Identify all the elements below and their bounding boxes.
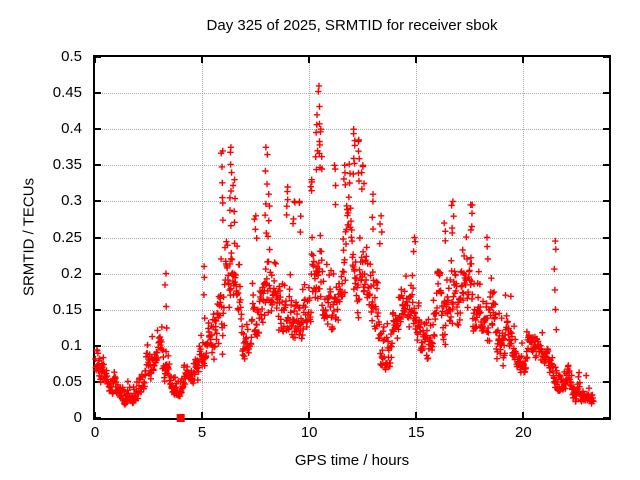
y-gridline (95, 309, 609, 311)
y-tick-right (603, 344, 609, 347)
y-tick-label: 0.4 (61, 120, 82, 138)
y-tick-right (603, 417, 609, 419)
x-tick-bottom (308, 412, 311, 418)
x-tick-bottom (201, 412, 204, 418)
x-tick-top (94, 57, 96, 63)
y-tick-right (603, 200, 609, 203)
y-tick-label: 0.35 (52, 156, 82, 174)
y-tick-label: 0.15 (52, 300, 82, 318)
y-tick-label: 0.25 (52, 228, 82, 246)
y-tick-label: 0.3 (61, 192, 82, 210)
y-tick-right (603, 308, 609, 311)
y-tick-label: 0.1 (61, 336, 82, 354)
y-tick-left (95, 308, 101, 311)
y-tick-label: 0 (73, 409, 82, 426)
y-gridline (95, 93, 609, 95)
y-tick-right (603, 92, 609, 95)
y-tick-left (95, 417, 101, 419)
x-tick-label: 10 (300, 424, 318, 441)
plot-area (92, 55, 611, 422)
y-gridline (95, 273, 609, 275)
y-tick-label: 0.2 (61, 264, 82, 282)
y-gridline (95, 201, 609, 203)
x-tick-bottom (415, 412, 418, 418)
x-axis-title: GPS time / hours (294, 452, 410, 469)
y-tick-right (603, 380, 609, 383)
x-tick-top (415, 57, 418, 63)
x-tick-top (308, 57, 311, 63)
y-gridline (95, 165, 609, 167)
y-gridline (95, 381, 609, 383)
y-tick-label: 0.45 (52, 84, 82, 102)
y-tick-right (603, 128, 609, 131)
x-tick-label: 15 (407, 424, 425, 441)
y-gridline (95, 345, 609, 347)
x-tick-top (522, 57, 525, 63)
y-tick-label: 0.5 (61, 48, 82, 65)
gap-marker (176, 414, 185, 422)
y-tick-left (95, 56, 101, 58)
y-tick-left (95, 344, 101, 347)
x-tick-label: 20 (514, 424, 532, 441)
y-tick-right (603, 56, 609, 58)
x-tick-bottom (522, 412, 525, 418)
y-tick-left (95, 92, 101, 95)
y-tick-left (95, 236, 101, 239)
scatter-marks (92, 82, 597, 408)
y-tick-right (603, 164, 609, 167)
x-tick-top (201, 57, 204, 63)
y-tick-right (603, 236, 609, 239)
chart-title: Day 325 of 2025, SRMTID for receiver sbo… (206, 17, 498, 34)
y-tick-label: 0.05 (52, 372, 82, 390)
x-tick-label: 5 (197, 424, 207, 441)
x-tick-label: 0 (90, 424, 100, 441)
x-tick-bottom (94, 412, 96, 418)
y-tick-left (95, 272, 101, 275)
y-tick-left (95, 128, 101, 131)
y-tick-left (95, 200, 101, 203)
y-tick-left (95, 164, 101, 167)
scatter-points (92, 82, 597, 422)
y-tick-right (603, 272, 609, 275)
